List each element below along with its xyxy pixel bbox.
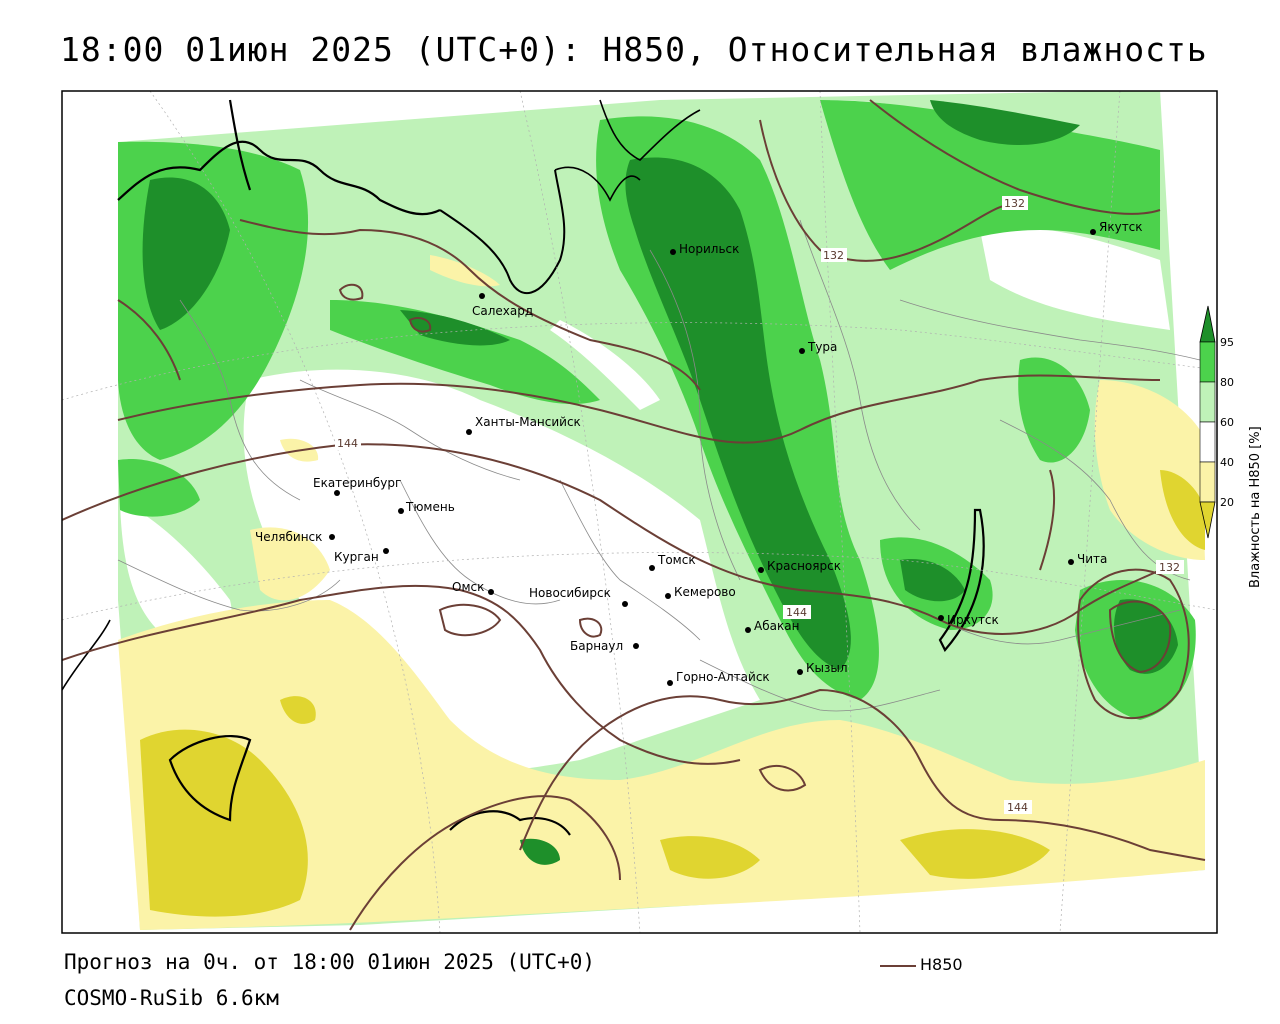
colorbar-bottom-arrow bbox=[1199, 501, 1216, 539]
city-krasnoyarsk: Красноярск bbox=[758, 559, 841, 573]
city-abakan: Абакан bbox=[745, 619, 799, 633]
svg-text:Челябинск: Челябинск bbox=[255, 530, 322, 544]
humidity-field: 132 132 144 144 132 144 Норильск Якутск … bbox=[62, 91, 1217, 933]
colorbar-tick: 80 bbox=[1220, 376, 1234, 389]
contour-label: 144 bbox=[786, 606, 807, 619]
city-tyumen: Тюмень bbox=[398, 500, 455, 514]
svg-text:Томск: Томск bbox=[657, 553, 696, 567]
city-novosibirsk: Новосибирск bbox=[529, 586, 628, 607]
svg-text:Курган: Курган bbox=[334, 550, 379, 564]
svg-text:Новосибирск: Новосибирск bbox=[529, 586, 611, 600]
city-yakutsk: Якутск bbox=[1090, 220, 1143, 235]
svg-text:Тура: Тура bbox=[807, 340, 837, 354]
svg-text:Кызыл: Кызыл bbox=[806, 661, 848, 675]
contour-legend: H850 bbox=[880, 955, 963, 974]
city-tomsk: Томск bbox=[649, 553, 696, 571]
contour-label: 144 bbox=[337, 437, 358, 450]
svg-text:Якутск: Якутск bbox=[1099, 220, 1143, 234]
svg-text:Барнаул: Барнаул bbox=[570, 639, 623, 653]
svg-text:Кемерово: Кемерово bbox=[674, 585, 736, 599]
city-yekaterinburg: Екатеринбург bbox=[313, 476, 401, 496]
city-omsk: Омск bbox=[452, 580, 494, 595]
svg-text:Чита: Чита bbox=[1077, 552, 1107, 566]
contour-label: 132 bbox=[1159, 561, 1180, 574]
contour-legend-line bbox=[880, 964, 916, 967]
svg-text:Салехард: Салехард bbox=[472, 304, 533, 318]
contour-label: 132 bbox=[823, 249, 844, 262]
city-kyzyl: Кызыл bbox=[797, 661, 848, 675]
svg-text:Норильск: Норильск bbox=[679, 242, 739, 256]
city-khanty-mansiysk: Ханты-Мансийск bbox=[466, 415, 581, 435]
colorbar-tick: 20 bbox=[1220, 496, 1234, 509]
city-markers: Норильск Якутск Салехард Тура Ханты-Манс… bbox=[255, 220, 1143, 686]
colorbar-tick: 60 bbox=[1220, 416, 1234, 429]
city-barnaul: Барнаул bbox=[570, 639, 639, 653]
forecast-info: Прогноз на 0ч. от 18:00 01июн 2025 (UTC+… bbox=[64, 950, 596, 974]
svg-text:Абакан: Абакан bbox=[754, 619, 799, 633]
city-salekhard: Салехард bbox=[472, 293, 533, 318]
city-norilsk: Норильск bbox=[670, 242, 739, 256]
colorbar-title: Влажность на H850 [%] bbox=[1248, 426, 1263, 588]
svg-text:Тюмень: Тюмень bbox=[405, 500, 455, 514]
model-name: COSMO-RuSib 6.6км bbox=[64, 986, 279, 1010]
contour-label: 132 bbox=[1004, 197, 1025, 210]
svg-text:Екатеринбург: Екатеринбург bbox=[313, 476, 401, 490]
city-irkutsk: Иркутск bbox=[938, 613, 999, 627]
city-chelyabinsk: Челябинск bbox=[255, 530, 335, 544]
contour-label: 144 bbox=[1007, 801, 1028, 814]
colorbar-tick: 40 bbox=[1220, 456, 1234, 469]
contour-labels: 132 132 144 144 132 144 bbox=[335, 196, 1184, 814]
svg-text:Ханты-Мансийск: Ханты-Мансийск bbox=[475, 415, 581, 429]
colorbar-tick: 95 bbox=[1220, 336, 1234, 349]
svg-text:Горно-Алтайск: Горно-Алтайск bbox=[676, 670, 770, 684]
svg-text:Красноярск: Красноярск bbox=[767, 559, 841, 573]
city-tura: Тура bbox=[799, 340, 837, 354]
svg-text:Омск: Омск bbox=[452, 580, 484, 594]
map-title: 18:00 01июн 2025 (UTC+0): H850, Относите… bbox=[60, 30, 1208, 69]
colorbar: 95 80 60 40 20 Влажность на H850 [%] bbox=[1199, 305, 1263, 588]
city-kurgan: Курган bbox=[334, 548, 389, 564]
contour-legend-label: H850 bbox=[920, 955, 963, 974]
city-chita: Чита bbox=[1068, 552, 1107, 566]
svg-text:Иркутск: Иркутск bbox=[947, 613, 999, 627]
city-kemerovo: Кемерово bbox=[665, 585, 736, 599]
city-gorno-altaysk: Горно-Алтайск bbox=[667, 670, 770, 686]
